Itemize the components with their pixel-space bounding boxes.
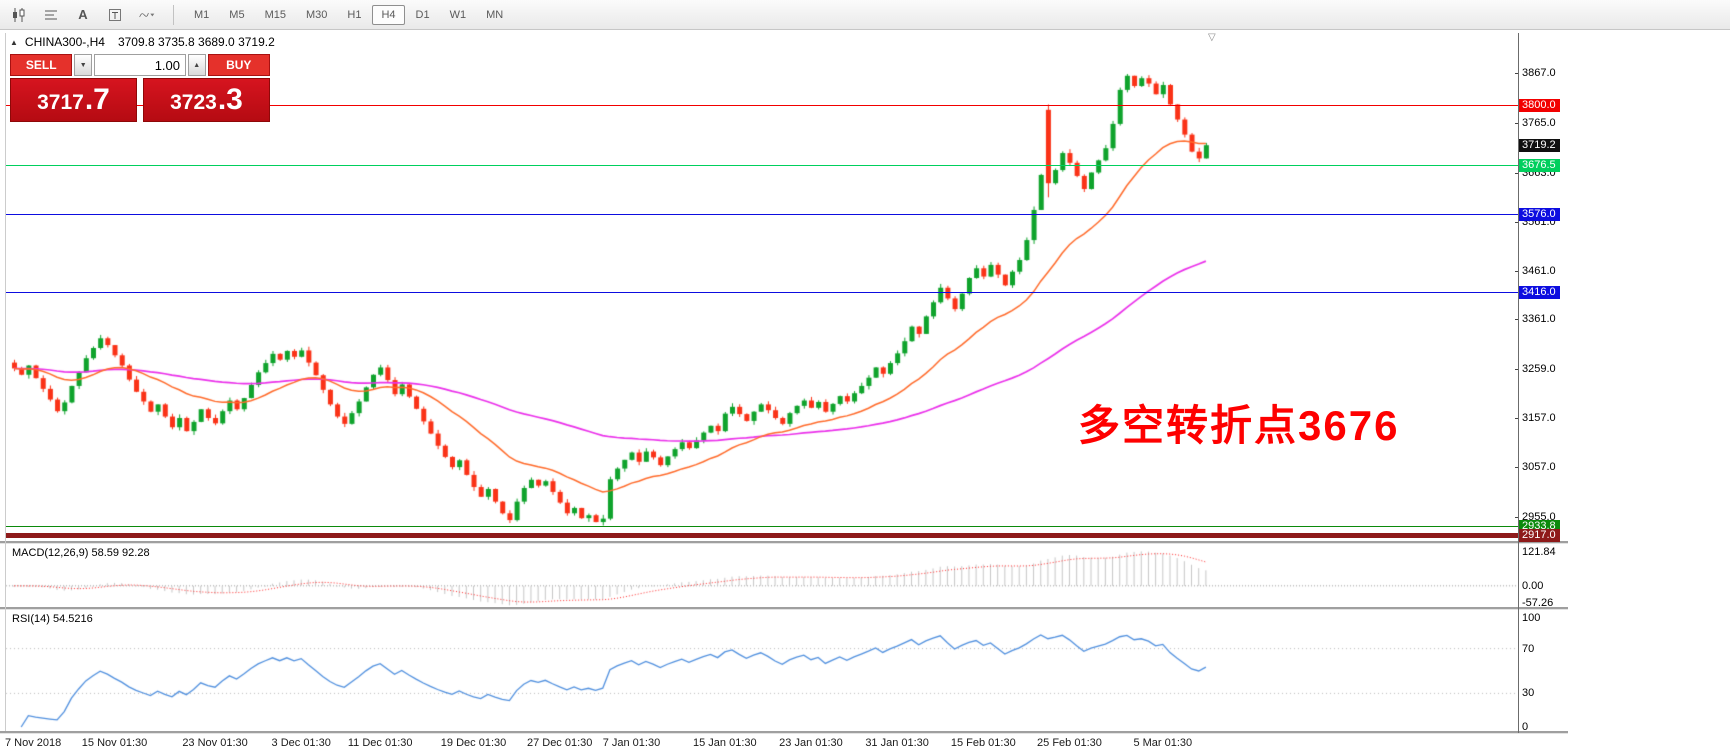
price-line-2917.0[interactable] [6,532,1518,538]
collapse-icon[interactable]: ▲ [10,37,18,47]
chart-area[interactable]: 3867.0 3765.0 3663.0 3561.0 3461.0 3361.0 3259… [0,30,1730,753]
price-badge-3719.2: 3719.2 [1519,138,1560,152]
date-axis-label: 15 Feb 01:30 [950,737,1016,749]
price-tick-mark [1515,467,1518,469]
rsi-axis-label: 0 [1522,721,1529,733]
rsi-axis-label: 70 [1522,642,1535,655]
bid-price-main: 3717 [37,91,84,114]
lot-size-input[interactable] [94,54,186,76]
timeframe-button-m1[interactable]: M1 [185,5,218,25]
line-studies-icon[interactable] [36,3,66,27]
one-click-trading-panel: SELL ▼ ▲ BUY 3717 .7 3723 .3 [10,54,270,122]
price-tick-mark [1515,172,1518,174]
drawing-tools-group: A [4,3,162,27]
text-tool-icon[interactable]: A [68,3,98,27]
timeframe-button-h4[interactable]: H4 [372,4,405,25]
ask-price-display: 3723 .3 [143,78,270,122]
price-badge-3416.0: 3416.0 [1519,286,1560,300]
timeframe-button-w1[interactable]: W1 [441,5,476,25]
price-axis-line [1518,33,1519,733]
price-badge-3576.0: 3576.0 [1519,208,1560,222]
timeframe-button-m15[interactable]: M15 [256,5,295,25]
date-axis-label: 15 Nov 01:30 [81,737,148,749]
timeframe-button-h1[interactable]: H1 [338,5,370,25]
price-axis-label: 3867.0 [1522,67,1556,80]
price-axis-label: 2955.0 [1522,510,1556,523]
symbol-header: ▲ CHINA300-,H4 3709.8 3735.8 3689.0 3719… [10,35,275,49]
date-axis-label: 7 Jan 01:30 [602,737,661,749]
macd-axis-label: -57.26 [1522,597,1554,610]
chart-shift-marker[interactable]: ▽ [1208,32,1216,43]
price-tick-mark [1515,73,1518,75]
timeframe-button-m30[interactable]: M30 [297,5,336,25]
date-axis-label: 15 Jan 01:30 [693,737,757,749]
price-axis-label: 3259.0 [1522,362,1556,375]
price-tick-mark [1515,122,1518,124]
annotation-text: 多空转折点3676 [1078,402,1400,449]
chart-canvas[interactable] [0,30,1730,753]
panel-separator-price-macd[interactable] [0,541,1568,544]
symbol-title: CHINA300-,H4 [24,35,105,49]
lot-increase-button[interactable]: ▲ [188,54,206,76]
trade-buttons-row: SELL ▼ ▲ BUY [10,54,270,76]
price-line-3676.5[interactable] [6,165,1518,167]
chart-overlay: 3867.0 3765.0 3663.0 3561.0 3461.0 3361.0 3259… [0,30,1730,753]
panel-separator-rsi-dates [0,731,1568,734]
toolbar: A M1 M5 M15 M30 H1 H4 D1 W1 MN [0,0,1730,30]
timeframe-button-mn[interactable]: MN [477,5,512,25]
ask-price-pips: .3 [217,83,243,116]
price-tick-mark [1515,516,1518,518]
macd-axis-label: 121.84 [1522,546,1556,558]
timeframe-button-m5[interactable]: M5 [220,5,253,25]
macd-axis-label: 0.00 [1522,579,1544,592]
date-axis-label: 31 Jan 01:30 [865,737,929,749]
price-axis-label: 3765.0 [1522,116,1556,129]
price-axis-label: 3361.0 [1522,313,1556,326]
bid-price-pips: .7 [84,83,110,116]
price-tick-mark [1515,270,1518,272]
rsi-axis-label: 30 [1522,687,1535,700]
price-line-3800.0[interactable] [6,105,1518,107]
date-axis-label: 23 Jan 01:30 [779,737,843,749]
panel-separator-macd-rsi[interactable] [0,607,1568,610]
price-tick-mark [1515,418,1518,420]
price-axis-label: 3057.0 [1522,461,1556,474]
price-badge-3800.0: 3800.0 [1519,99,1560,113]
lot-decrease-button[interactable]: ▼ [74,54,92,76]
timeframe-button-d1[interactable]: D1 [407,5,439,25]
date-axis-label: 23 Nov 01:30 [182,737,248,749]
price-line-2933.8[interactable] [6,526,1518,528]
date-axis-label: 25 Feb 01:30 [1037,737,1102,749]
template-icon[interactable] [100,3,130,27]
date-axis-label: 5 Mar 01:30 [1133,737,1193,749]
ask-price-main: 3723 [170,91,217,114]
date-axis-label: 27 Dec 01:30 [526,737,593,749]
price-display-row: 3717 .7 3723 .3 [10,78,270,122]
candlestick-chart-icon[interactable] [4,3,34,27]
price-badge-2917.0: 2917.0 [1519,528,1560,542]
indicators-icon[interactable] [132,3,162,27]
price-line-3416.0[interactable] [6,292,1518,294]
price-line-3576.0[interactable] [6,214,1518,216]
price-axis-label: 3461.0 [1522,264,1556,277]
date-axis-label: 19 Dec 01:30 [440,737,507,749]
macd-header: MACD(12,26,9) 58.59 92.28 [12,547,150,559]
price-tick-mark [1515,368,1518,370]
bid-price-display: 3717 .7 [10,78,137,122]
buy-button[interactable]: BUY [207,54,270,76]
rsi-header: RSI(14) 54.5216 [12,613,93,625]
date-axis-label: 3 Dec 01:30 [271,737,331,749]
date-axis-label: 11 Dec 01:30 [347,737,413,749]
rsi-axis-label: 100 [1522,612,1541,624]
timeframe-group: M1 M5 M15 M30 H1 H4 D1 W1 MN [185,4,512,25]
price-tick-mark [1515,222,1518,224]
toolbar-separator [173,4,174,25]
price-tick-mark [1515,319,1518,321]
date-axis-label: 7 Nov 2018 [5,737,62,749]
price-badge-3676.5: 3676.5 [1519,159,1560,173]
symbol-ohlc-values: 3709.8 3735.8 3689.0 3719.2 [117,35,275,49]
sell-button[interactable]: SELL [10,54,73,76]
price-axis-label: 3157.0 [1522,412,1556,425]
chart-left-border [5,33,6,731]
